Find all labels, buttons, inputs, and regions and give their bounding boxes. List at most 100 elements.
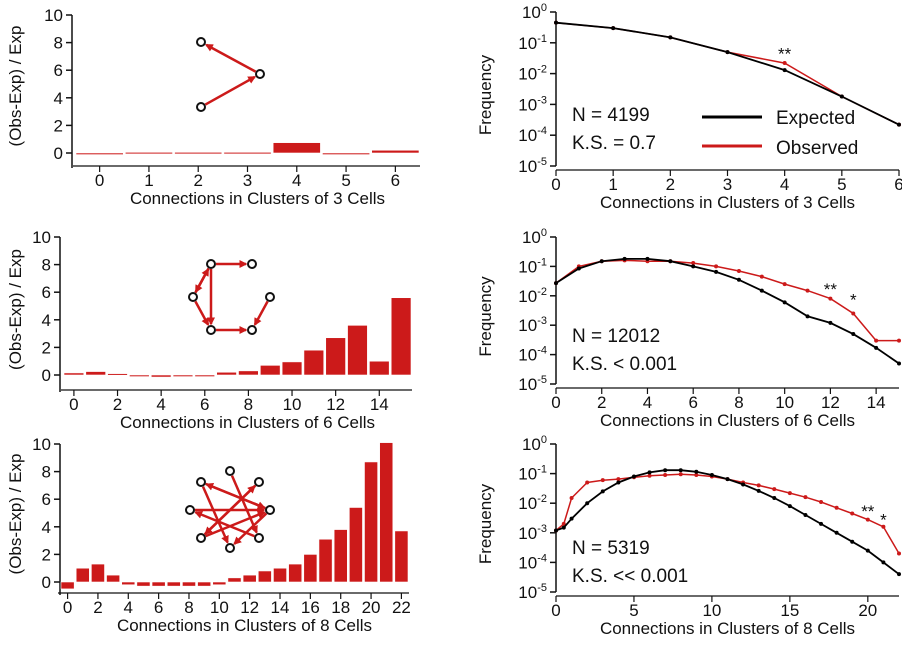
series-line-expected (555, 257, 900, 365)
bar (227, 577, 242, 583)
bar (223, 152, 272, 155)
data-point-expected (897, 572, 901, 577)
data-point-expected (881, 560, 886, 565)
y-axis-label: Frequency (476, 483, 495, 564)
x-tick-label: 5 (837, 175, 846, 194)
data-point-expected (736, 277, 741, 282)
motif-node (247, 325, 257, 335)
data-point-observed (736, 268, 741, 273)
motif-edge (194, 510, 255, 538)
y-tick-label: 2 (54, 116, 63, 135)
x-tick-label: 10 (210, 598, 229, 617)
motif-edge (253, 300, 269, 327)
x-tick-label: 8 (184, 598, 193, 617)
bar (106, 574, 120, 583)
x-axis-label: Connections in Clusters of 3 Cells (600, 193, 855, 212)
bar (197, 581, 212, 587)
stat-text: K.S. << 0.001 (572, 566, 688, 587)
motif-edge (204, 43, 257, 73)
bar (379, 442, 394, 583)
motif-node (196, 533, 206, 543)
x-tick-label: 4 (292, 171, 301, 190)
bar (172, 374, 194, 377)
y-tick-label: 0 (42, 573, 51, 592)
stat-text: N = 5319 (572, 538, 650, 559)
y-tick-label: 10-1 (518, 33, 547, 53)
data-point-observed (897, 338, 901, 343)
bar (75, 567, 90, 583)
bar (303, 554, 318, 583)
motif-node (247, 259, 257, 269)
bar (394, 530, 409, 583)
x-tick-label: 5 (341, 171, 350, 190)
bar (75, 152, 124, 155)
y-axis-label: (Obs-Exp) / Exp (6, 26, 25, 147)
y-tick-label: 10-5 (518, 582, 547, 602)
data-point-expected (600, 489, 605, 494)
data-point-expected (663, 468, 668, 473)
data-point-observed (850, 511, 855, 516)
x-tick-label: 3 (243, 171, 252, 190)
x-tick-label: 15 (780, 601, 799, 620)
y-tick-label: 0 (54, 144, 63, 163)
x-tick-label: 0 (551, 393, 560, 412)
bar (85, 371, 106, 376)
legend: Expected Observed (702, 108, 858, 159)
x-tick-label: 20 (362, 598, 381, 617)
x-tick-label: 3 (723, 175, 732, 194)
x-tick-label: 0 (551, 175, 560, 194)
x-tick-label: 6 (688, 393, 697, 412)
x-tick-label: 14 (867, 393, 886, 412)
y-tick-label: 10-5 (518, 156, 547, 176)
y-tick-label: 10-1 (518, 464, 547, 484)
y-tick-label: 6 (42, 490, 51, 509)
data-point-expected (782, 300, 787, 305)
data-point-observed (694, 472, 699, 477)
y-tick-label: 100 (522, 2, 547, 22)
y-tick-label: 4 (42, 518, 51, 537)
bar (257, 570, 272, 583)
x-tick-label: 22 (392, 598, 411, 617)
x-tick-label: 14 (271, 598, 290, 617)
motif-edge (204, 75, 257, 106)
data-point-observed (803, 495, 808, 500)
bar (273, 567, 287, 583)
motif-edge (230, 475, 258, 534)
x-axis-label: Connections in Clusters of 6 Cells (120, 413, 375, 432)
data-point-expected (834, 530, 839, 535)
x-tick-label: 4 (780, 175, 789, 194)
bar (238, 370, 259, 376)
data-point-expected (709, 472, 714, 477)
data-point-observed (647, 473, 652, 478)
x-tick-label: 2 (597, 393, 606, 412)
data-point-expected (819, 521, 824, 526)
x-tick-label: 6 (154, 598, 163, 617)
stat-text: K.S. < 0.001 (572, 354, 677, 375)
data-point-observed (828, 296, 833, 301)
y-tick-label: 0 (42, 366, 51, 385)
y-tick-label: 4 (42, 311, 51, 330)
y-tick-label: 100 (522, 434, 547, 454)
significance-marker: ** (824, 280, 838, 299)
data-point-observed (600, 478, 605, 483)
x-tick-label: 14 (370, 395, 389, 414)
y-tick-label: 10-3 (518, 94, 547, 114)
x-tick-label: 12 (821, 393, 840, 412)
data-point-observed (782, 282, 787, 287)
data-point-observed (616, 477, 621, 482)
data-point-expected (851, 332, 856, 337)
data-point-observed (561, 521, 566, 526)
bar (349, 507, 363, 583)
x-tick-label: 10 (702, 601, 721, 620)
data-point-expected (714, 269, 719, 274)
bar (121, 581, 136, 586)
data-point-expected (561, 525, 566, 530)
y-axis-label: Frequency (476, 54, 495, 135)
data-point-expected (647, 470, 652, 475)
bar-chart-bar-8: 0 2 4 6 8 10 0 2 4 6 8 10 12 14 16 18 20 22 Connections in… (6, 435, 411, 635)
data-point-expected (645, 256, 650, 261)
bar (107, 373, 128, 376)
data-point-expected (897, 361, 901, 366)
